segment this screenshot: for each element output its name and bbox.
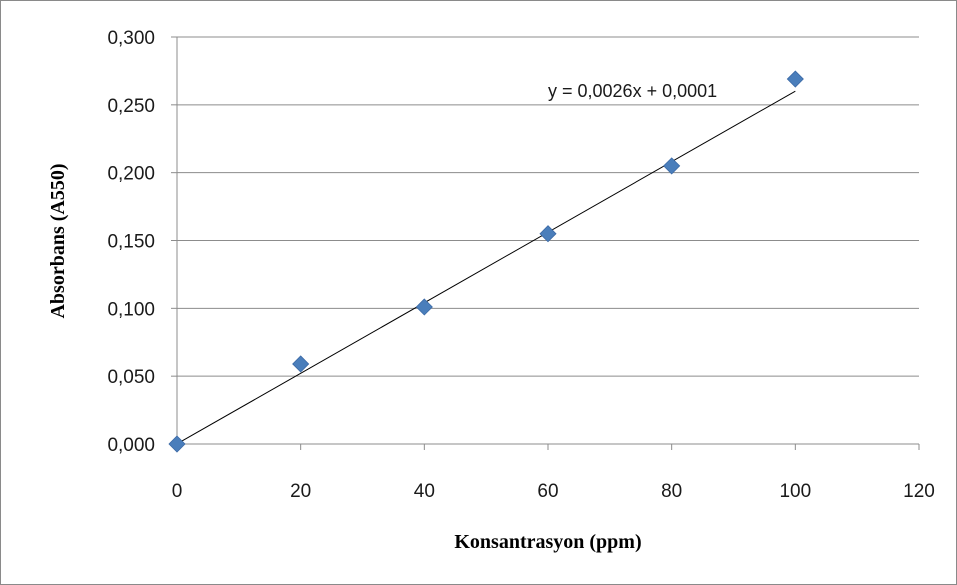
gridlines [177,36,919,377]
x-tick-label: 60 [537,481,558,502]
y-tick-labels: 0,000 0,050 0,100 0,150 0,200 0,250 0,300 [107,28,155,456]
x-tick-label: 20 [290,481,311,502]
data-point [415,298,433,316]
data-point [292,355,310,373]
data-point [786,70,804,88]
y-tick-label: 0,100 [107,299,155,320]
x-tick-label: 120 [903,481,935,502]
x-tick-labels: 0 20 40 60 80 100 120 [172,481,935,502]
x-tick-label: 80 [661,481,682,502]
data-point [663,157,681,175]
x-tick-label: 40 [414,481,435,502]
x-axis-title: Konsantrasyon (ppm) [454,531,641,553]
trendline-equation: y = 0,0026x + 0,0001 [548,81,717,101]
x-tick-label: 100 [779,481,811,502]
y-tick-label: 0,300 [107,28,155,49]
data-points [168,70,804,453]
y-axis-title: Absorbans (A550) [47,163,69,318]
data-point [168,435,186,453]
y-tick-label: 0,000 [107,435,155,456]
y-tick-label: 0,150 [107,232,155,253]
y-tick-label: 0,250 [107,96,155,117]
data-point [539,225,557,243]
trendline-group [176,90,796,445]
y-tick-label: 0,050 [107,367,155,388]
y-tick-label: 0,200 [107,164,155,185]
x-tick-label: 0 [172,481,183,502]
trendline [176,90,796,445]
axes [171,36,920,450]
